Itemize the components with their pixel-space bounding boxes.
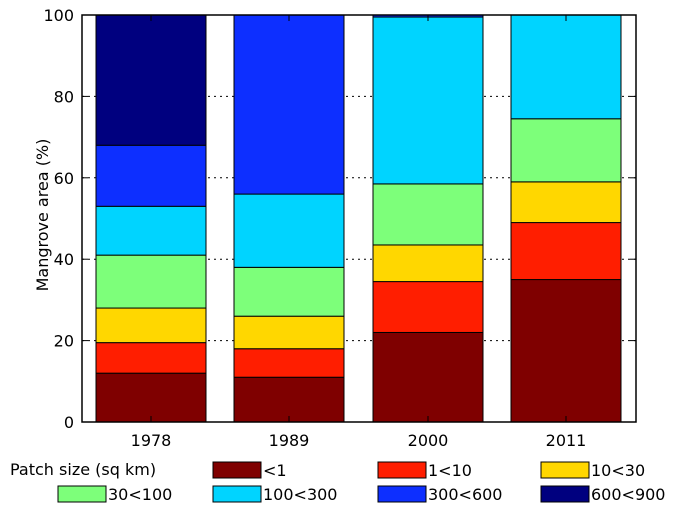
bar-2000-10<30: [372, 244, 484, 283]
ticks-layer: 0 20 40 60 80 100 1978 1989 2000 2011: [43, 6, 636, 450]
bar-1989-100<300: [233, 193, 345, 268]
legend-label-<1: <1: [263, 461, 287, 480]
legend-swatch-600<900: [540, 485, 590, 503]
legend-swatch-100<300: [212, 485, 262, 503]
axes-layer: [81, 14, 637, 423]
bar-1978-600<900: [95, 14, 207, 146]
bar-1989-30<100: [233, 266, 345, 317]
bar-1978-10<30: [95, 307, 207, 344]
y-tick-label-20: 20: [54, 332, 74, 351]
legend-swatch-10<30: [540, 461, 590, 479]
y-tick-label-60: 60: [54, 169, 74, 188]
bar-2011-<1: [510, 279, 622, 423]
bars-layer: [95, 14, 622, 423]
legend-swatch-300<600: [377, 485, 427, 503]
legend-label-100<300: 100<300: [263, 485, 337, 504]
grid-layer: [82, 95, 636, 342]
bar-1978-30<100: [95, 254, 207, 309]
bar-1989-1<10: [233, 348, 345, 378]
legend-label-300<600: 300<600: [428, 485, 502, 504]
y-tick-label-80: 80: [54, 87, 74, 106]
x-tick-label-2000: 2000: [408, 431, 449, 450]
bar-2011-1<10: [510, 222, 622, 281]
bar-2011-100<300: [510, 14, 622, 120]
bar-2000-<1: [372, 331, 484, 423]
x-tick-label-1978: 1978: [131, 431, 172, 450]
bar-1989-300<600: [233, 14, 345, 195]
bar-1978-100<300: [95, 205, 207, 256]
y-tick-label-100: 100: [43, 6, 74, 25]
x-tick-label-1989: 1989: [269, 431, 310, 450]
x-tick-label-2011: 2011: [546, 431, 587, 450]
bar-2011-30<100: [510, 118, 622, 183]
bar-1978-300<600: [95, 144, 207, 207]
bar-1978-1<10: [95, 342, 207, 374]
bar-1989-10<30: [233, 315, 345, 350]
plot-frame: [81, 14, 637, 423]
legend-swatch-<1: [212, 461, 262, 479]
legend: Patch size (sq km) <1 1<10 10<30 30<100 100<…: [10, 460, 665, 504]
legend-title: Patch size (sq km): [10, 460, 156, 479]
y-axis-label: Mangrove area (%): [33, 139, 52, 292]
legend-label-10<30: 10<30: [591, 461, 645, 480]
legend-swatch-1<10: [377, 461, 427, 479]
bar-1989-<1: [233, 376, 345, 423]
bar-2000-1<10: [372, 281, 484, 333]
bar-2000-100<300: [372, 16, 484, 185]
legend-label-30<100: 30<100: [108, 485, 172, 504]
legend-label-600<900: 600<900: [591, 485, 665, 504]
y-tick-label-0: 0: [64, 413, 74, 432]
bar-2000-30<100: [372, 183, 484, 246]
legend-label-1<10: 1<10: [428, 461, 472, 480]
y-tick-label-40: 40: [54, 250, 74, 269]
legend-swatch-30<100: [57, 485, 107, 503]
bar-1978-<1: [95, 372, 207, 423]
bar-2011-10<30: [510, 181, 622, 224]
